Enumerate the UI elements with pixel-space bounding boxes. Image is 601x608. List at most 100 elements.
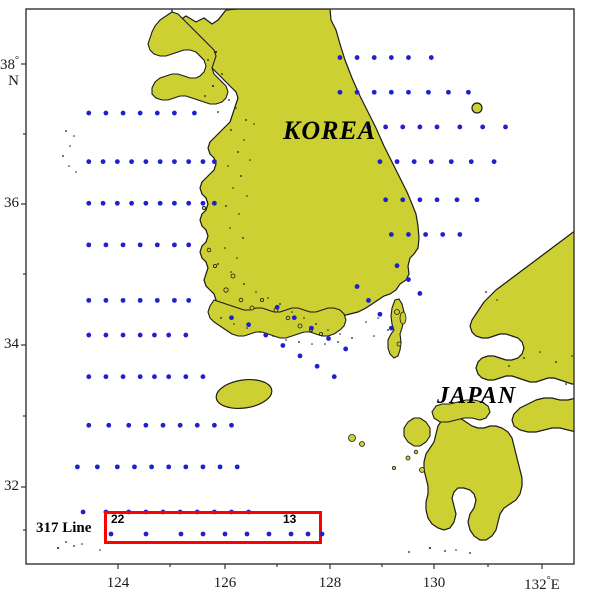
coastal-speckle <box>57 51 573 554</box>
legend-station-dot <box>288 531 294 537</box>
station-dot <box>434 197 440 203</box>
station-dot <box>457 124 463 130</box>
station-dot <box>200 200 206 206</box>
station-dot <box>86 422 92 428</box>
station-dot <box>440 232 446 237</box>
station-dot <box>371 55 377 60</box>
station-dot <box>457 232 463 237</box>
station-dot <box>186 159 192 165</box>
station-dot <box>426 89 431 95</box>
x-axis-tick-label: 132°E <box>524 575 560 593</box>
station-dot <box>448 159 454 165</box>
station-dot <box>103 297 109 303</box>
station-dot <box>491 159 497 165</box>
station-dot <box>120 332 126 338</box>
station-dot <box>137 374 143 380</box>
station-dot <box>120 110 126 116</box>
legend-dot-row <box>108 531 325 537</box>
station-dot <box>417 291 423 296</box>
station-dot <box>217 464 223 470</box>
station-dot <box>186 242 192 248</box>
station-dot <box>337 55 343 60</box>
station-dot <box>354 89 360 95</box>
station-dot <box>120 297 126 303</box>
station-dot <box>137 332 143 338</box>
station-dot <box>177 422 183 428</box>
axis-tick-marks <box>21 63 543 569</box>
station-dot <box>152 332 157 338</box>
small-islands <box>201 205 425 473</box>
station-dot <box>186 297 192 303</box>
japan-kyushu <box>423 415 523 541</box>
station-dot <box>194 422 200 428</box>
station-dot <box>157 159 163 165</box>
legend-station-dot <box>178 531 184 537</box>
station-dot <box>86 200 92 206</box>
japan-label: JAPAN <box>437 383 517 409</box>
station-dot <box>106 422 112 428</box>
station-dot <box>129 159 135 165</box>
station-dot <box>388 89 394 95</box>
station-dot <box>154 110 160 116</box>
station-dot <box>211 200 217 206</box>
japan-shikoku <box>511 397 574 433</box>
station-dot <box>377 159 383 165</box>
station-dot <box>314 363 320 369</box>
station-dot <box>454 197 460 203</box>
station-dot <box>371 89 377 95</box>
station-dot <box>103 332 109 338</box>
station-dot <box>200 464 206 470</box>
station-dot <box>149 464 154 470</box>
station-dot <box>86 332 92 338</box>
station-dot <box>297 353 303 359</box>
station-dot <box>86 159 92 165</box>
station-dot <box>354 55 360 60</box>
station-dot <box>86 374 92 380</box>
station-dot <box>137 242 143 248</box>
station-dot <box>229 315 234 321</box>
station-dot <box>446 89 451 95</box>
jeju-island <box>215 378 273 410</box>
korea-label: KOREA <box>283 116 377 145</box>
station-dot <box>406 232 411 237</box>
korea-northwest-lobe <box>147 11 229 105</box>
station-dot <box>246 322 252 328</box>
station-dot <box>114 200 120 206</box>
station-dot <box>137 110 143 116</box>
station-dot <box>428 159 434 165</box>
station-dot <box>114 464 120 470</box>
station-dot <box>114 159 120 165</box>
station-dot <box>172 159 177 165</box>
legend-station-dot <box>108 531 114 537</box>
station-dot <box>343 346 349 352</box>
japan-honshu <box>469 230 574 385</box>
legend-title: 317 Line <box>36 520 92 536</box>
station-dot <box>183 464 189 470</box>
station-dot <box>388 55 394 60</box>
station-dot <box>263 332 269 338</box>
station-dot <box>157 200 163 206</box>
station-dot <box>503 124 508 130</box>
y-axis-tick-label: 38° N <box>0 55 19 89</box>
station-dot <box>172 297 177 303</box>
station-dot <box>154 297 160 303</box>
station-dot <box>86 297 92 303</box>
station-dot <box>383 197 389 203</box>
station-dot <box>229 422 234 428</box>
station-dot <box>468 159 474 165</box>
station-dot <box>354 284 360 289</box>
station-dot <box>434 124 440 130</box>
x-axis-tick-label: 128 <box>318 575 342 591</box>
station-dot <box>86 242 92 248</box>
legend-station-number-right: 13 <box>283 512 297 526</box>
legend-station-dot <box>200 531 206 537</box>
legend-station-dot <box>305 531 311 537</box>
station-dot <box>331 374 337 380</box>
station-dot <box>337 89 343 95</box>
station-dot <box>132 464 137 470</box>
station-dot <box>143 200 149 206</box>
x-axis-tick-label: 126 <box>213 575 237 591</box>
ulleungdo-island <box>471 102 483 114</box>
japan-fukuoka-coast <box>431 399 491 423</box>
